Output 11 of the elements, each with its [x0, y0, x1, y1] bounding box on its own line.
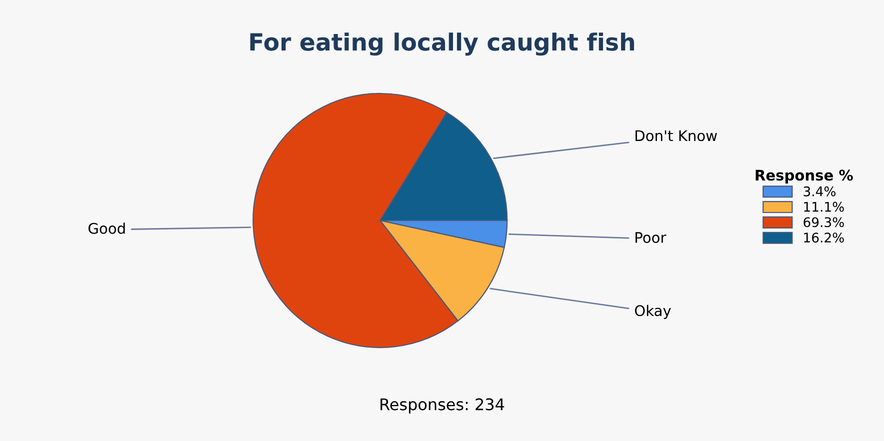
text: Don't Know	[636, 130, 717, 142]
legend-label: 16.2%	[804, 232, 844, 243]
text: Good	[88, 222, 125, 234]
text: Responses: 234	[380, 398, 504, 414]
legend-label: 11.1%	[804, 202, 844, 212]
chart-title: For eating locally caught fish	[250, 32, 634, 56]
legend-label: 3.4%	[804, 186, 836, 196]
legend-label: 69.3%	[804, 217, 844, 228]
text: Poor	[636, 232, 666, 244]
legend-title: Response %	[756, 170, 853, 184]
text: Okay	[634, 304, 671, 319]
